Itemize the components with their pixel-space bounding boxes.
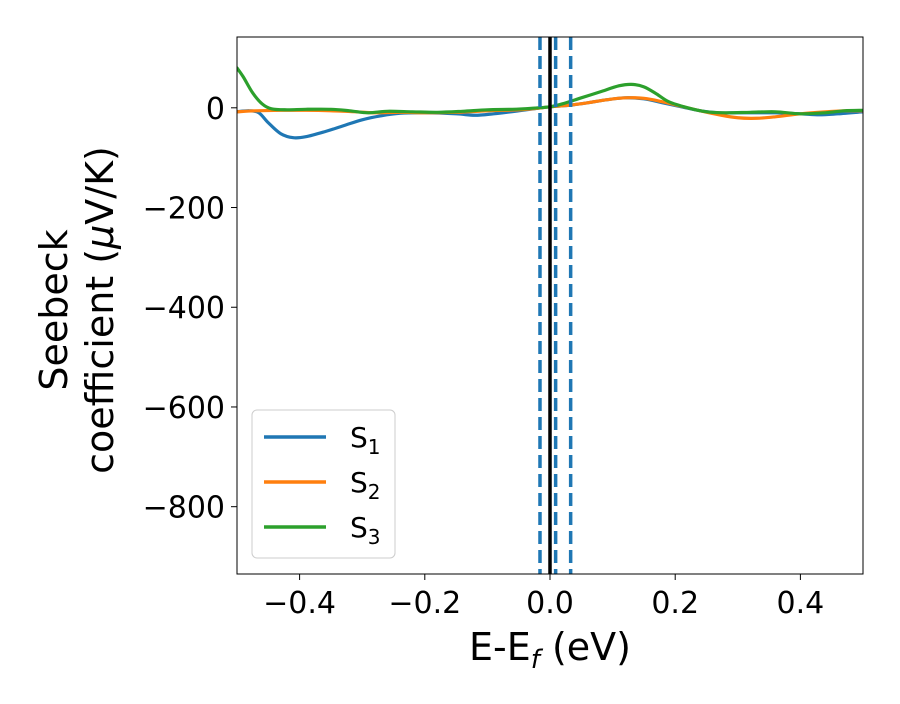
y-tick-label: −400 [143, 291, 225, 326]
legend-label-s1: S1 [350, 421, 381, 459]
x-axis-label: E-Ef (eV) [469, 625, 631, 675]
y-axis-ticks: 0 −200 −400 −600 −800 [143, 92, 237, 526]
x-tick-label: −0.4 [263, 586, 336, 621]
x-tick-label: 0.4 [777, 586, 825, 621]
reference-lines [538, 37, 573, 574]
y-tick-label: −800 [143, 491, 225, 526]
legend: S1 S2 S3 [251, 409, 396, 559]
x-tick-label: 0.0 [526, 586, 574, 621]
y-tick-label: −200 [143, 192, 225, 227]
x-axis-ticks: −0.4 −0.2 0.0 0.2 0.4 [263, 574, 824, 621]
y-axis-label-line1: Seebeck [32, 229, 76, 390]
legend-label-s2: S2 [350, 466, 381, 504]
x-tick-label: 0.2 [651, 586, 699, 621]
y-axis-label-line2: coefficient (μV/K) [78, 146, 122, 474]
legend-label-s3: S3 [350, 511, 381, 549]
y-tick-label: 0 [206, 92, 225, 127]
x-tick-label: −0.2 [388, 586, 461, 621]
legend-box [251, 409, 396, 559]
x-axis-label-unit: (eV) [540, 625, 631, 669]
y-tick-label: −600 [143, 391, 225, 426]
x-axis-label-main: E-E [469, 625, 531, 669]
y-axis-label: Seebeck coefficient (μV/K) [32, 146, 122, 474]
